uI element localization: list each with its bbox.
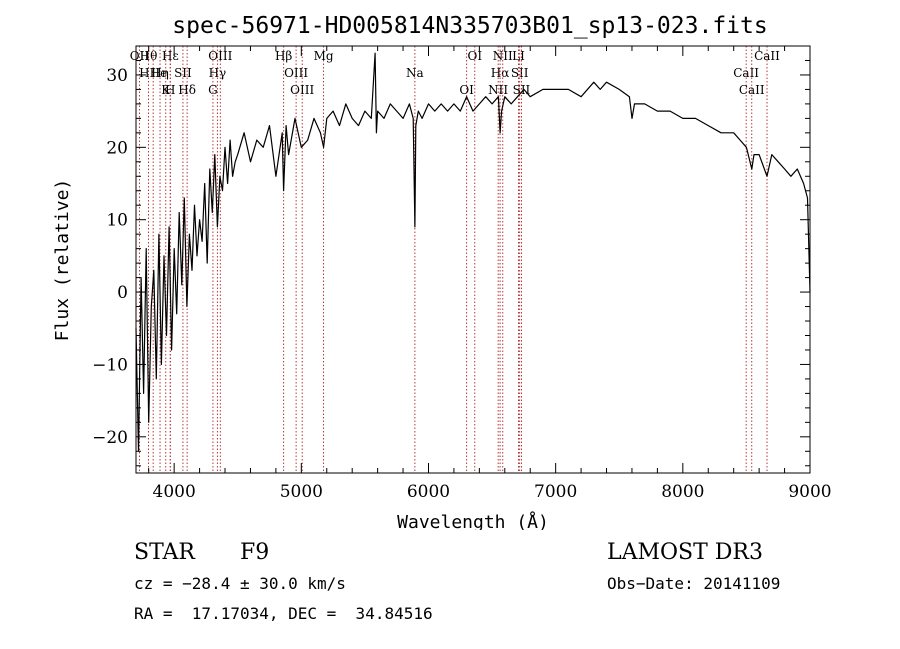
x-tick-label: 5000 <box>280 482 323 502</box>
line-marker-label: Na <box>406 66 424 80</box>
line-marker-label: NII <box>488 83 508 97</box>
line-marker-label: LI <box>512 49 525 63</box>
line-marker-label: H <box>165 83 175 97</box>
line-marker-label: CaII <box>739 83 765 97</box>
y-tick-label: 0 <box>117 283 128 303</box>
x-tick-label: 6000 <box>407 482 450 502</box>
chart-title: spec-56971-HD005814N335703B01_sp13-023.f… <box>172 13 767 39</box>
observation-date: Obs−Date: 20141109 <box>607 574 781 593</box>
line-marker-label: SII <box>513 83 531 97</box>
line-marker-label: Hα <box>491 66 510 80</box>
line-marker-label: OIII <box>284 66 308 80</box>
line-marker-label: CaII <box>733 66 759 80</box>
y-tick-label: −10 <box>92 355 128 375</box>
survey-name: LAMOST DR3 <box>607 540 763 565</box>
x-tick-label: 9000 <box>788 482 831 502</box>
spectral-subclass: F9 <box>240 540 270 565</box>
y-tick-label: 10 <box>106 211 128 231</box>
x-tick-label: 8000 <box>661 482 704 502</box>
line-marker-label: Hη <box>151 66 169 80</box>
line-marker-label: CaII <box>754 49 780 63</box>
line-marker-label: OIII <box>290 83 314 97</box>
spectrum-series-line <box>135 52 811 452</box>
x-tick-label: 4000 <box>153 482 196 502</box>
line-marker-label: G <box>208 83 218 97</box>
y-tick-label: 30 <box>106 66 128 86</box>
line-marker-label: Hδ <box>178 83 196 97</box>
line-marker-label: OI <box>467 49 482 63</box>
x-axis: 4000 5000 6000 7000 8000 9000 <box>148 46 832 502</box>
sky-coordinates: RA = 17.17034, DEC = 34.84516 <box>134 604 433 623</box>
line-marker-label: Mg <box>314 49 334 63</box>
redshift-readout: cz = −28.4 ± 30.0 km/s <box>134 574 346 593</box>
line-marker-label: OII <box>130 49 150 63</box>
line-marker-label: OI <box>459 83 474 97</box>
spectrum-chart: spec-56971-HD005814N335703B01_sp13-023.f… <box>52 13 832 530</box>
line-marker-label: SII <box>511 66 529 80</box>
y-tick-label: 20 <box>106 138 128 158</box>
line-marker-label: K <box>161 83 171 97</box>
spectral-line-markers: HθHHeKHεSIIHδOIIHηHOIIIHγGHβOIIIOIIIMgNa… <box>130 46 780 473</box>
object-type: STAR <box>134 540 195 565</box>
y-tick-label: −20 <box>92 428 128 448</box>
line-marker-label: NII <box>493 49 513 63</box>
line-marker-label: Hβ <box>275 49 292 63</box>
plot-frame <box>135 45 811 474</box>
x-axis-label: Wavelength (Å) <box>397 511 549 530</box>
line-marker-label: Hθ <box>140 49 158 63</box>
y-axis-label: Flux (relative) <box>52 179 73 342</box>
line-marker-label: OIII <box>208 49 232 63</box>
line-marker-label: HHe <box>139 66 167 80</box>
line-marker-label: SII <box>174 66 192 80</box>
y-axis: −20 −10 0 10 20 30 <box>92 45 810 467</box>
x-tick-label: 7000 <box>534 482 577 502</box>
line-marker-label: Hγ <box>209 66 227 80</box>
